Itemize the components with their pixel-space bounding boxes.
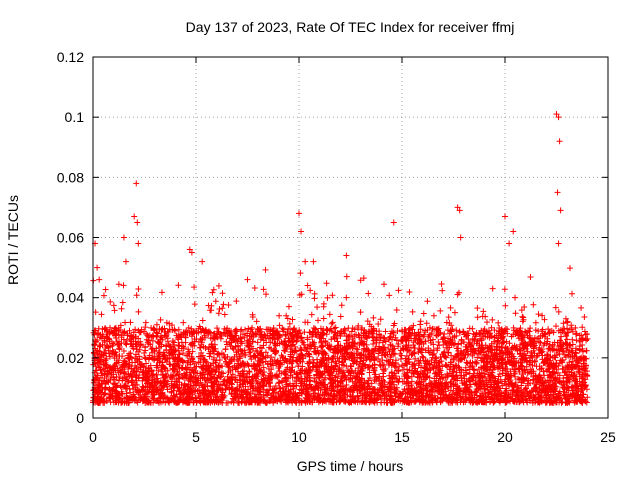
roti-point bbox=[456, 207, 463, 214]
x-tick-label: 20 bbox=[497, 429, 513, 445]
roti-point-band bbox=[90, 265, 591, 406]
y-axis-label: ROTI / TECUs bbox=[5, 195, 21, 285]
roti-point bbox=[555, 114, 562, 121]
x-tick-label: 0 bbox=[89, 429, 97, 445]
roti-point bbox=[94, 264, 101, 271]
roti-point bbox=[390, 219, 397, 226]
roti-point bbox=[296, 210, 302, 217]
x-axis-label: GPS time / hours bbox=[297, 458, 404, 474]
roti-point bbox=[134, 219, 141, 226]
x-tick-label: 10 bbox=[291, 429, 307, 445]
y-tick-label: 0.1 bbox=[65, 109, 85, 125]
roti-point bbox=[502, 213, 508, 220]
y-tick-label: 0.12 bbox=[57, 49, 84, 65]
y-tick-label: 0.04 bbox=[57, 290, 84, 306]
roti-point bbox=[186, 246, 193, 253]
roti-point bbox=[510, 228, 517, 235]
roti-point bbox=[135, 240, 142, 247]
axis-ticks: 0 5 10 15 20 25 0 0.02 0.04 0.06 0.08 0.1 0.12 bbox=[57, 49, 616, 445]
roti-point bbox=[506, 240, 513, 247]
y-tick-label: 0.08 bbox=[57, 169, 84, 185]
roti-point bbox=[298, 228, 305, 235]
roti-point bbox=[131, 213, 138, 220]
data-points bbox=[90, 111, 591, 406]
y-tick-label: 0.06 bbox=[57, 230, 84, 246]
x-tick-label: 25 bbox=[600, 429, 616, 445]
roti-point bbox=[454, 204, 461, 211]
roti-point bbox=[343, 252, 350, 259]
roti-point bbox=[556, 138, 563, 145]
roti-point bbox=[553, 111, 560, 118]
roti-point bbox=[133, 180, 140, 187]
roti-point bbox=[457, 234, 464, 241]
roti-point bbox=[302, 258, 309, 265]
chart-title: Day 137 of 2023, Rate Of TEC Index for r… bbox=[186, 19, 515, 35]
roti-point bbox=[555, 240, 562, 247]
roti-point bbox=[122, 258, 129, 265]
y-tick-label: 0.02 bbox=[57, 350, 84, 366]
roti-point bbox=[188, 249, 195, 256]
roti-point bbox=[310, 258, 317, 265]
y-tick-label: 0 bbox=[76, 410, 84, 426]
roti-point bbox=[557, 207, 564, 214]
x-tick-label: 5 bbox=[192, 429, 200, 445]
roti-point bbox=[96, 276, 103, 283]
x-tick-label: 15 bbox=[394, 429, 410, 445]
roti-point bbox=[120, 234, 127, 241]
roti-point bbox=[554, 189, 561, 196]
roti-point bbox=[199, 258, 206, 265]
